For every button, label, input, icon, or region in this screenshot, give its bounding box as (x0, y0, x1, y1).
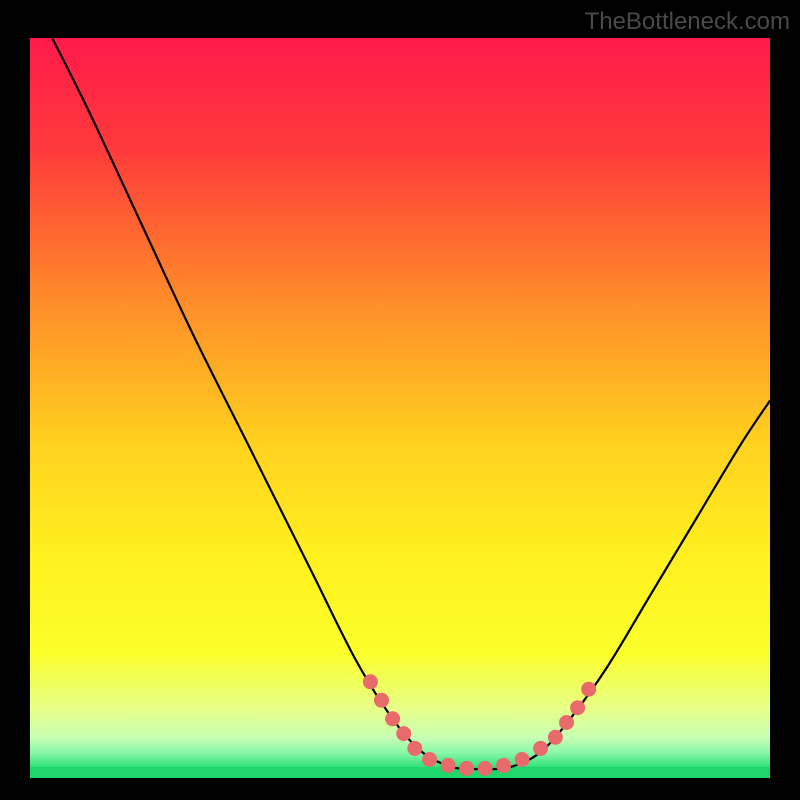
bottleneck-curve (52, 38, 770, 769)
plot-area (30, 38, 770, 778)
data-marker (582, 682, 596, 696)
data-marker (397, 727, 411, 741)
data-marker (441, 758, 455, 772)
chart-overlay (30, 38, 770, 778)
data-marker (548, 730, 562, 744)
data-marker (423, 753, 437, 767)
data-marker (497, 758, 511, 772)
data-marker (478, 761, 492, 775)
data-marker (375, 693, 389, 707)
data-marker (460, 761, 474, 775)
data-marker (386, 712, 400, 726)
chart-frame: TheBottleneck.com (0, 0, 800, 800)
data-marker (515, 753, 529, 767)
data-marker (560, 716, 574, 730)
data-marker (571, 701, 585, 715)
data-marker (534, 741, 548, 755)
data-marker (408, 741, 422, 755)
data-marker (363, 675, 377, 689)
watermark-text: TheBottleneck.com (585, 8, 790, 36)
